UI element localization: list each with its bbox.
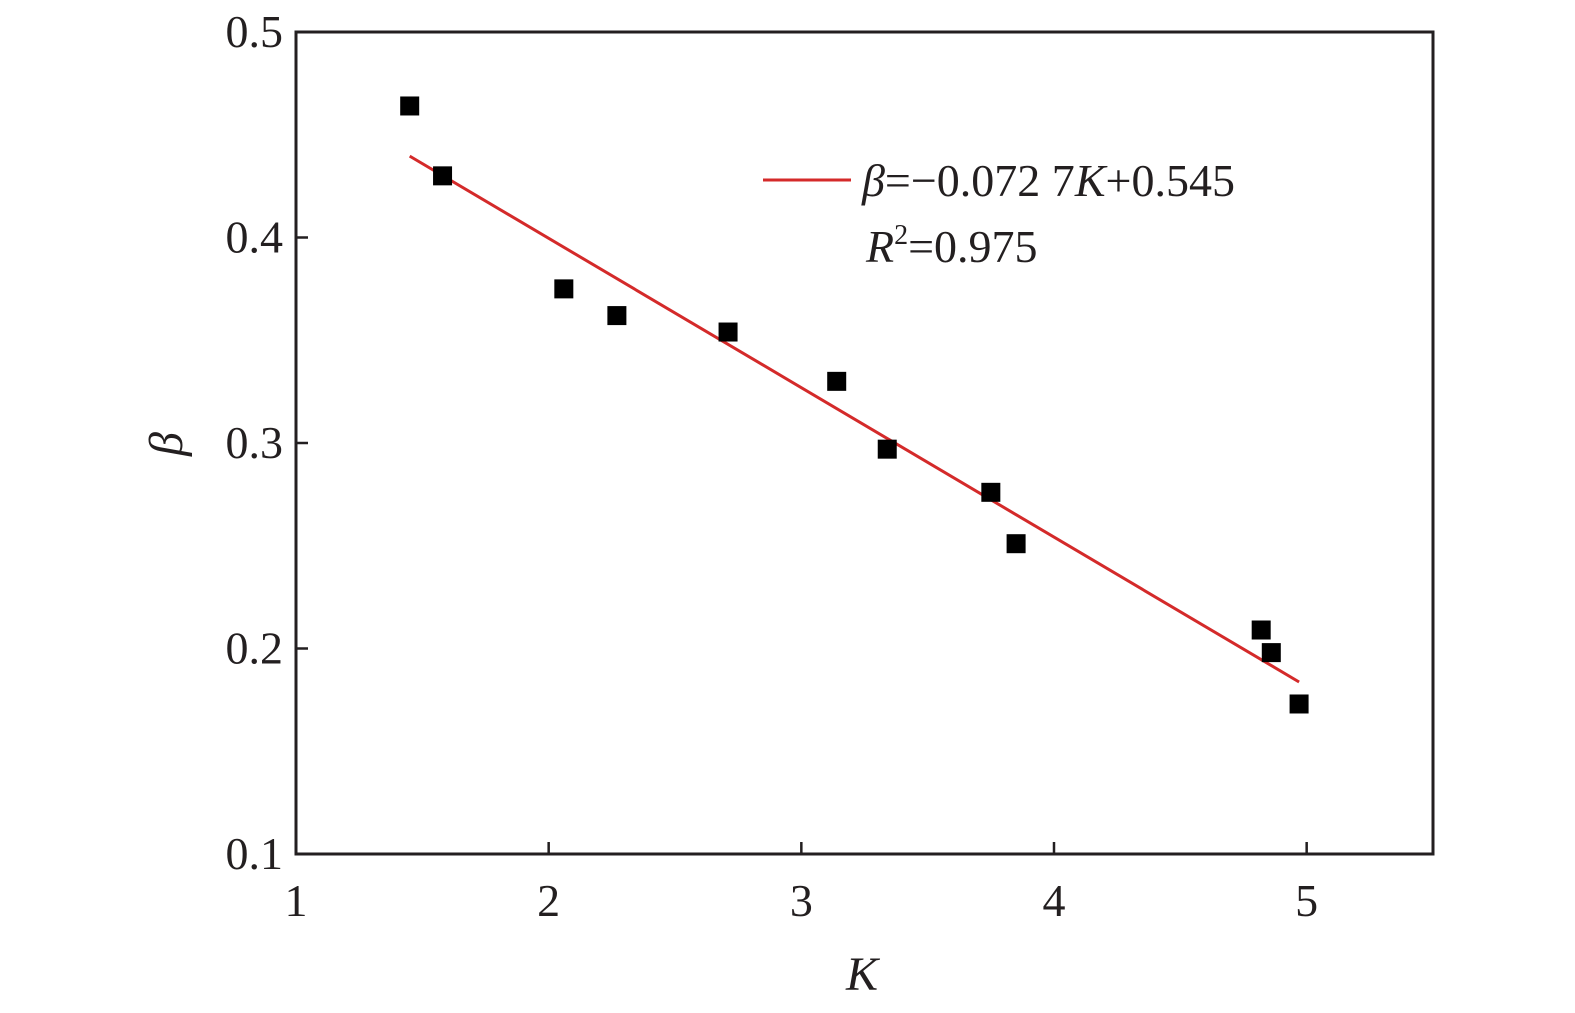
data-point: [554, 279, 574, 299]
x-tick-label: 4: [1043, 875, 1066, 926]
ticks: 1 2 3 4 5 0.1 0.2 0.3 0.4 0.5: [226, 6, 1319, 926]
y-tick-label: 0.2: [226, 623, 284, 674]
legend-equation: β=−0.072 7K+0.545: [861, 155, 1235, 206]
y-tick-label: 0.4: [226, 212, 284, 263]
legend-equation-tail: +0.545: [1106, 155, 1235, 206]
data-point: [607, 306, 627, 326]
data-point: [718, 322, 738, 342]
legend-r: R: [865, 221, 894, 272]
data-point: [827, 371, 847, 391]
data-point: [877, 439, 897, 459]
y-axis-label: β: [140, 432, 193, 457]
legend-r2-sup: 2: [894, 220, 908, 251]
x-tick-label: 5: [1295, 875, 1318, 926]
y-tick-label: 0.5: [226, 6, 284, 57]
fit-line: [408, 154, 1300, 684]
data-point: [981, 482, 1001, 502]
data-points: [400, 96, 1309, 714]
legend-beta: β: [861, 155, 885, 206]
x-axis-label: K: [845, 948, 881, 1001]
x-tick-label: 3: [790, 875, 813, 926]
y-tick-label: 0.1: [226, 828, 284, 879]
legend-r2-body: =0.975: [908, 221, 1037, 272]
data-point: [400, 96, 420, 116]
data-point: [1261, 643, 1281, 663]
x-tick-label: 1: [285, 875, 308, 926]
legend: β=−0.072 7K+0.545 R2=0.975: [763, 155, 1235, 272]
x-tick-label: 2: [537, 875, 560, 926]
legend-k: K: [1074, 155, 1108, 206]
y-tick-label: 0.3: [226, 417, 284, 468]
legend-equation-body: =−0.072 7: [885, 155, 1075, 206]
data-point: [1006, 534, 1026, 554]
legend-r2: R2=0.975: [865, 220, 1038, 272]
fit-line-group: [408, 154, 1300, 684]
data-point: [1251, 620, 1271, 640]
data-point: [433, 166, 453, 186]
data-point: [1289, 694, 1309, 714]
